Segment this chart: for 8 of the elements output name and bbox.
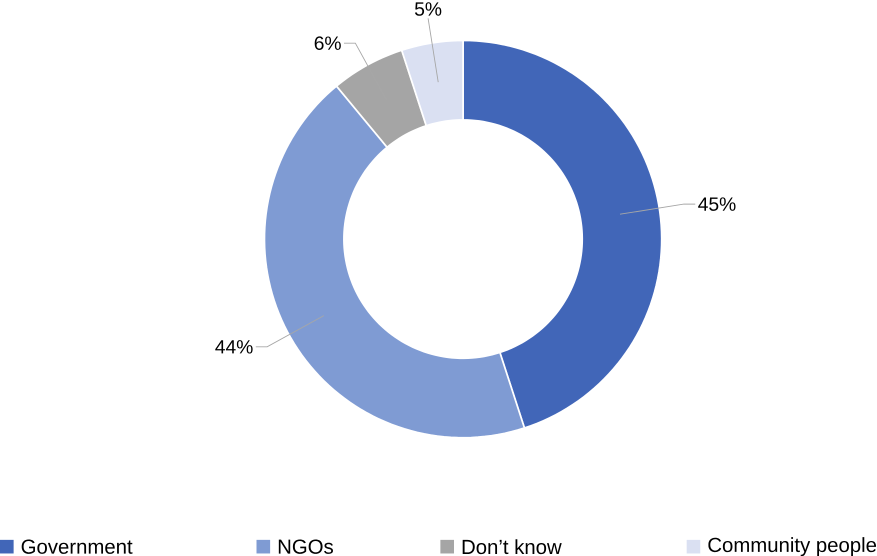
legend-label: NGOs bbox=[278, 539, 333, 554]
data-label: 45% bbox=[698, 197, 736, 211]
data-label: 5% bbox=[414, 2, 442, 16]
data-label: 44% bbox=[215, 340, 253, 354]
legend-label: Government bbox=[22, 539, 132, 554]
legend-label: Don’t know bbox=[462, 539, 562, 554]
data-label: 6% bbox=[314, 36, 341, 50]
legend-label: Community people bbox=[708, 537, 876, 556]
